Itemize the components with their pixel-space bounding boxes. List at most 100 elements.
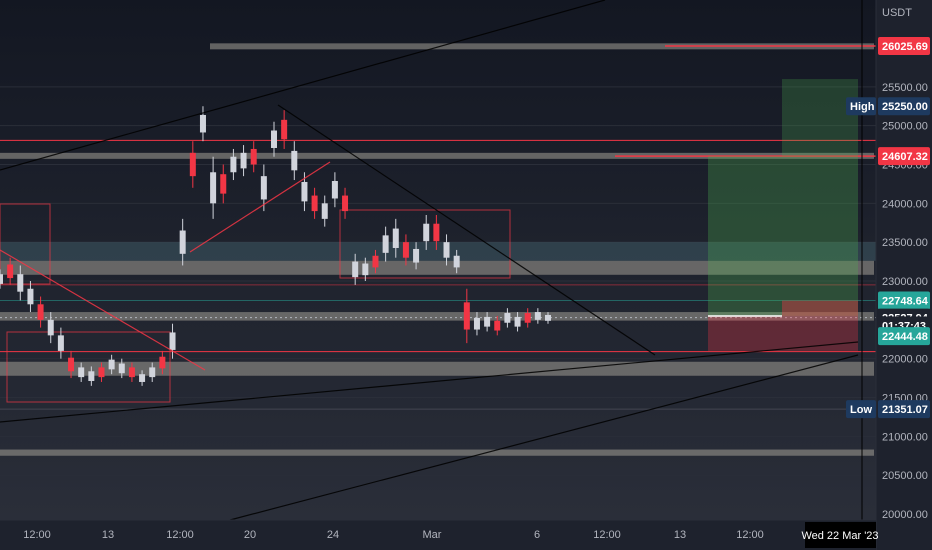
candle-body [220,174,227,194]
x-tick-label: 12:00 [23,529,51,541]
candle-body [321,203,328,219]
candle-body [179,230,186,254]
candle-body [413,248,420,263]
time-axis [0,520,876,550]
candle-body [57,335,64,351]
candle-body [37,304,44,320]
price-tag [878,327,930,346]
candle-body [108,359,115,370]
candle-body [443,242,450,258]
candle-body [534,312,541,320]
x-tick-label: 13 [674,529,686,541]
candle-body [68,357,75,372]
candle-body [17,274,24,292]
profit-zone [708,156,858,316]
candle-body [291,150,298,171]
candle-body [494,320,501,331]
candle-body [240,152,247,169]
price-tag-value: 21351.07 [882,404,928,416]
candle-body [128,367,135,378]
x-tick-label: 12:00 [166,529,194,541]
y-tick-label: 21000.00 [882,431,928,443]
candle-body [342,195,349,212]
price-tag-value: 24607.32 [882,151,928,163]
candle-body [250,148,257,165]
y-tick-label: 24000.00 [882,198,928,210]
candle-body [98,367,105,378]
candle-body [423,223,430,242]
candle-body [27,288,34,305]
price-tag-value: 26025.69 [882,41,928,53]
candle-body [139,374,146,382]
stop-zone [708,315,858,351]
candle-body [47,319,54,336]
price-tag [878,400,930,419]
candle-body [473,317,480,330]
y-tick-label: 20000.00 [882,509,928,521]
candle-body [88,371,95,381]
trend-line [0,249,206,371]
price-tag-value: 22748.64 [882,296,929,308]
x-tick-label: 6 [534,529,540,541]
candle-body [402,242,409,258]
candle-body [331,181,338,199]
candle-body [545,314,551,321]
range-box [6,331,171,403]
candle-body [504,313,511,323]
consolidation-band [0,242,876,261]
price-tag-value: 25250.00 [882,101,928,113]
currency-label: USDT [882,7,912,19]
x-tick-label: 13 [102,529,114,541]
candle-body [260,176,267,200]
candle-body [271,130,277,148]
x-tick-label: 24 [327,529,339,541]
price-tag-label: Low [850,404,872,416]
trend-line [0,341,859,423]
price-tag-label-box [846,400,876,419]
candle-body [0,274,3,284]
price-tag [878,97,930,116]
candle-body [301,181,308,202]
crosshair-date-tag [805,522,876,548]
candle-body [199,114,206,133]
candle-body [169,332,176,350]
candle-body [149,367,156,378]
candle-body [189,152,196,177]
x-tick-label: Mar [423,529,442,541]
x-tick-label: 12:00 [736,529,764,541]
candle-body [311,195,318,212]
candle-body [230,156,237,173]
price-tag-value: 22444.48 [882,331,928,343]
trend-line [189,161,331,253]
range-box [339,209,511,279]
sr-zone [0,152,874,159]
candle-body [7,264,14,279]
y-tick-label: 23500.00 [882,237,928,249]
price-axis [876,0,932,550]
price-tag-label: High [850,101,875,113]
y-tick-label: 23000.00 [882,276,928,288]
sr-zone [0,260,874,275]
candle-body [372,255,379,268]
crosshair-date: Wed 22 Mar '23 [801,530,878,542]
target-zone [782,79,858,157]
candle-body [159,356,166,369]
stop-zone [782,300,858,316]
price-tag [878,147,930,166]
sr-zone [0,361,874,376]
range-box [0,203,51,285]
price-tag-label-box [846,97,876,116]
candle-body [524,313,531,323]
candle-body [453,255,460,268]
y-tick-label: 20500.00 [882,470,928,482]
candle-body [210,172,217,204]
sr-zone [210,43,874,50]
trend-line [229,354,859,521]
candle-body [362,263,369,276]
x-tick-label: 20 [244,529,256,541]
sr-zone [0,312,874,321]
y-tick-label: 22000.00 [882,354,928,366]
candle-body [352,261,359,278]
candle-body [484,316,491,327]
